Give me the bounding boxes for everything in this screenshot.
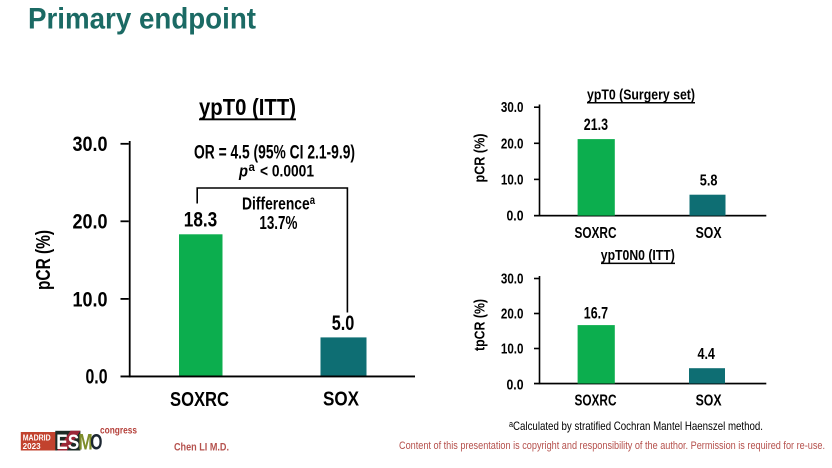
svg-text:< 0.0001: < 0.0001	[260, 162, 314, 181]
svg-text:16.7: 16.7	[584, 305, 608, 323]
svg-text:Differencea: Differencea	[242, 193, 315, 214]
svg-text:21.3: 21.3	[584, 116, 608, 134]
svg-text:ypT0 (Surgery set): ypT0 (Surgery set)	[587, 88, 695, 104]
svg-text:ES: ES	[56, 431, 79, 454]
svg-text:20.0: 20.0	[73, 211, 108, 234]
svg-text:10.0: 10.0	[73, 288, 108, 311]
svg-text:30.0: 30.0	[501, 271, 524, 288]
svg-text:pCR (%): pCR (%)	[33, 230, 55, 290]
svg-text:13.7%: 13.7%	[259, 213, 297, 233]
svg-text:4.4: 4.4	[697, 346, 715, 363]
svg-text:O: O	[90, 429, 102, 454]
svg-text:M: M	[78, 429, 93, 454]
svg-text:5.8: 5.8	[700, 173, 718, 190]
svg-text:SOXRC: SOXRC	[575, 225, 617, 242]
svg-text:SOX: SOX	[323, 389, 360, 411]
svg-text:aCalculated by stratified Coch: aCalculated by stratified Cochran Mantel…	[509, 419, 763, 433]
svg-text:18.3: 18.3	[184, 209, 218, 232]
svg-text:0.0: 0.0	[86, 366, 108, 389]
svg-text:SOXRC: SOXRC	[170, 389, 229, 411]
svg-text:30.0: 30.0	[73, 133, 108, 156]
svg-text:MADRID: MADRID	[23, 434, 51, 443]
svg-text:30.0: 30.0	[501, 99, 524, 116]
svg-text:ypT0 (ITT): ypT0 (ITT)	[199, 94, 296, 120]
svg-text:20.0: 20.0	[501, 306, 524, 323]
svg-text:Primary endpoint: Primary endpoint	[28, 3, 256, 36]
svg-text:pCR (%): pCR (%)	[472, 134, 489, 183]
svg-text:congress: congress	[100, 425, 137, 437]
svg-text:SOX: SOX	[696, 393, 722, 410]
svg-text:20.0: 20.0	[501, 135, 524, 152]
svg-text:5.0: 5.0	[332, 312, 355, 335]
svg-text:ypT0N0 (ITT): ypT0N0 (ITT)	[601, 248, 675, 264]
svg-text:SOXRC: SOXRC	[575, 393, 617, 410]
svg-text:0.0: 0.0	[507, 208, 524, 225]
svg-text:10.0: 10.0	[501, 341, 524, 358]
svg-text:2023: 2023	[23, 442, 42, 451]
svg-text:10.0: 10.0	[501, 171, 524, 188]
svg-text:Chen LI M.D.: Chen LI M.D.	[174, 442, 229, 454]
svg-text:a: a	[249, 162, 256, 174]
svg-text:0.0: 0.0	[507, 376, 524, 393]
svg-text:SOX: SOX	[696, 225, 722, 242]
svg-text:OR = 4.5 (95% CI 2.1-9.9): OR = 4.5 (95% CI 2.1-9.9)	[194, 143, 355, 164]
svg-text:Content of this presentation i: Content of this presentation is copyrigh…	[399, 440, 825, 452]
svg-text:p: p	[238, 162, 248, 181]
svg-text:tpCR (%): tpCR (%)	[472, 299, 489, 351]
